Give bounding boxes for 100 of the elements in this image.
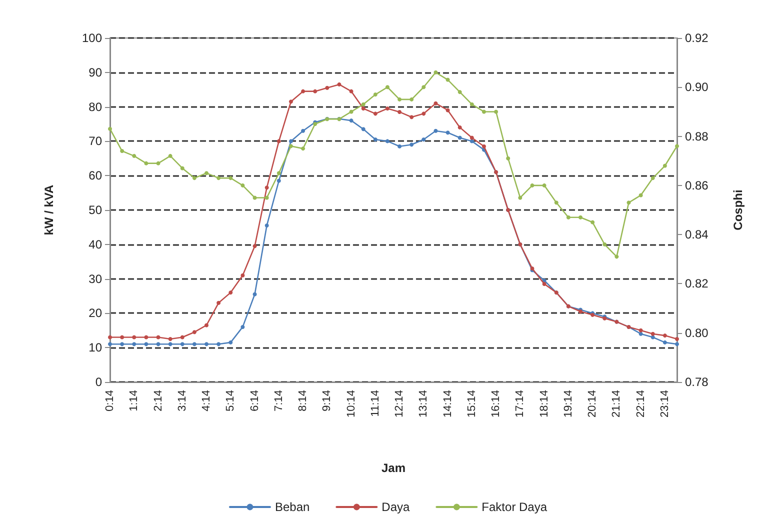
point bbox=[518, 196, 522, 200]
point bbox=[590, 220, 595, 224]
x-tick-label: 4:14 bbox=[200, 390, 213, 412]
point bbox=[650, 335, 655, 340]
point bbox=[385, 85, 390, 90]
point bbox=[264, 223, 269, 228]
point bbox=[638, 332, 643, 336]
point bbox=[398, 97, 402, 102]
point bbox=[385, 139, 390, 144]
point bbox=[192, 330, 196, 334]
point bbox=[410, 115, 414, 120]
point bbox=[276, 139, 281, 144]
point bbox=[373, 92, 378, 97]
x-tick-label: 9:14 bbox=[321, 390, 334, 412]
point bbox=[470, 102, 474, 106]
point bbox=[228, 340, 233, 344]
x-tick-label: 19:14 bbox=[562, 390, 574, 418]
x-tick-label: 0:14 bbox=[104, 390, 116, 412]
point bbox=[542, 282, 546, 286]
point bbox=[410, 97, 414, 102]
point bbox=[132, 342, 136, 346]
point bbox=[264, 186, 269, 190]
point bbox=[132, 335, 136, 340]
point bbox=[398, 144, 402, 148]
x-tick-label: 21:14 bbox=[610, 390, 623, 418]
point bbox=[494, 110, 498, 114]
y2-tick-label: 0.80 bbox=[685, 326, 709, 340]
x-axis-title: Jam bbox=[381, 461, 406, 475]
y-tick-label: 90 bbox=[88, 65, 102, 80]
point bbox=[458, 90, 462, 94]
point bbox=[180, 166, 184, 170]
point bbox=[675, 337, 679, 341]
y-tick-label: 70 bbox=[88, 134, 102, 148]
point bbox=[301, 146, 306, 151]
point bbox=[349, 118, 354, 123]
point bbox=[156, 342, 160, 346]
point bbox=[373, 112, 378, 116]
point bbox=[120, 149, 124, 154]
y-tick-label: 10 bbox=[88, 340, 102, 355]
point bbox=[156, 335, 160, 340]
y2-tick-label: 0.84 bbox=[685, 228, 709, 242]
x-tick-label: 20:14 bbox=[586, 390, 599, 418]
x-tick-label: 1:14 bbox=[128, 390, 140, 412]
x-tick-label: 15:14 bbox=[466, 390, 478, 418]
y-tick-label: 80 bbox=[88, 100, 102, 114]
point bbox=[240, 183, 245, 188]
y-tick-label: 30 bbox=[88, 272, 102, 286]
y2-tick-label: 0.92 bbox=[685, 31, 709, 45]
point bbox=[422, 137, 426, 142]
y-tick-label: 0 bbox=[95, 375, 102, 389]
point bbox=[144, 161, 148, 166]
point bbox=[144, 342, 148, 346]
point bbox=[228, 290, 233, 295]
point bbox=[132, 154, 136, 158]
x-tick-label: 11:14 bbox=[369, 390, 382, 417]
point bbox=[108, 342, 112, 346]
y-tick-label: 50 bbox=[88, 203, 102, 217]
point bbox=[482, 110, 486, 114]
x-tick-label: 13:14 bbox=[418, 390, 430, 418]
y-axis-title: kW / kVA bbox=[42, 184, 56, 236]
point bbox=[662, 340, 667, 344]
point bbox=[168, 337, 172, 341]
point bbox=[204, 171, 209, 176]
point bbox=[204, 323, 209, 328]
point bbox=[252, 292, 257, 296]
point bbox=[108, 335, 112, 340]
point bbox=[410, 142, 414, 147]
x-tick-label: 17:14 bbox=[514, 390, 526, 418]
point bbox=[228, 176, 233, 180]
y2-tick-label: 0.78 bbox=[685, 375, 709, 389]
point bbox=[361, 102, 366, 106]
x-tick-label: 23:14 bbox=[658, 390, 671, 418]
y2-tick-label: 0.86 bbox=[685, 178, 709, 192]
point bbox=[650, 176, 655, 180]
point bbox=[120, 342, 124, 346]
point bbox=[566, 215, 570, 220]
legend-label: Daya bbox=[382, 500, 410, 514]
y-tick-label: 100 bbox=[82, 31, 102, 45]
point bbox=[675, 144, 679, 148]
point bbox=[192, 342, 196, 346]
point bbox=[144, 335, 148, 340]
point bbox=[349, 89, 354, 94]
point bbox=[349, 110, 354, 114]
y-tick-label: 20 bbox=[88, 306, 102, 320]
point bbox=[288, 139, 293, 144]
y2-tick-label: 0.88 bbox=[685, 129, 709, 144]
point bbox=[361, 127, 366, 132]
point bbox=[337, 82, 342, 86]
point bbox=[662, 164, 667, 168]
x-tick-label: 16:14 bbox=[490, 390, 502, 418]
y-tick-label: 60 bbox=[88, 168, 102, 183]
point bbox=[446, 78, 450, 82]
point bbox=[240, 273, 245, 278]
point bbox=[216, 300, 221, 305]
point bbox=[470, 136, 474, 140]
x-tick-label: 2:14 bbox=[152, 390, 164, 412]
point bbox=[325, 86, 330, 90]
point bbox=[638, 328, 643, 332]
point bbox=[264, 196, 269, 200]
point bbox=[252, 244, 257, 248]
